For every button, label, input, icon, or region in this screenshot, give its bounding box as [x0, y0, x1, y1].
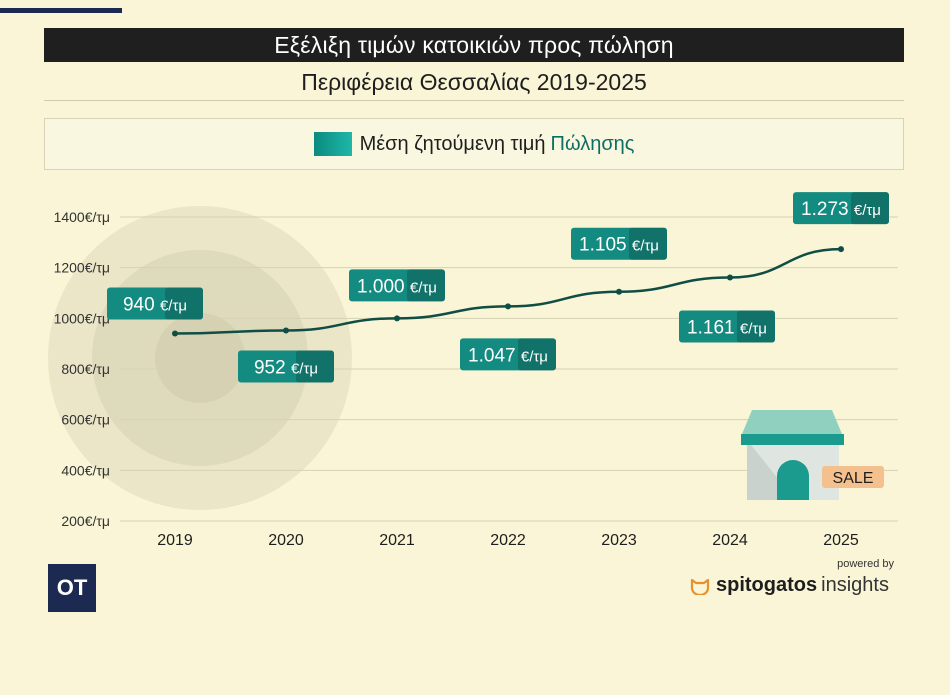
data-label-unit-shade: [407, 269, 445, 302]
house-roof: [742, 410, 842, 434]
data-label: 1.000 €/τμ: [349, 269, 445, 302]
data-point: [727, 274, 733, 281]
legend-label: Μέση ζητούμενη τιμή: [359, 132, 546, 155]
data-label-text: 1.161 €/τμ: [687, 318, 767, 339]
brand-bold: spitogatos: [716, 574, 818, 596]
y-tick-label: 200€/τμ: [61, 513, 110, 529]
chart-title: Εξέλιξη τιμών κατοικιών προς πώληση: [44, 28, 904, 62]
y-tick-label: 400€/τμ: [61, 462, 110, 478]
legend: Μέση ζητούμενη τιμή Πώλησης: [44, 118, 904, 170]
data-label-text: 1.047 €/τμ: [468, 345, 548, 366]
data-label-text: 1.273 €/τμ: [801, 199, 881, 220]
data-point: [838, 246, 844, 253]
x-tick-label: 2025: [823, 532, 859, 549]
decor-circle-inner: [155, 313, 245, 403]
data-point: [394, 315, 400, 322]
x-axis-ticks: 2019 2020 2021 2022 2023 2024 2025: [157, 532, 859, 549]
x-tick-label: 2022: [490, 532, 526, 549]
data-label: 940 €/τμ: [107, 287, 203, 320]
data-labels: 940 €/τμ 952 €/τμ 1.000 €/τμ 1.047 €/τμ 1.10…: [107, 192, 889, 383]
y-tick-label: 1200€/τμ: [54, 260, 110, 276]
y-tick-label: 600€/τμ: [61, 412, 110, 428]
x-tick-label: 2019: [157, 532, 193, 549]
data-label: 1.047 €/τμ: [460, 338, 556, 371]
sale-badge: [822, 466, 884, 488]
data-label: 1.161 €/τμ: [679, 310, 775, 343]
house-door: [777, 460, 809, 500]
y-tick-label: 1400€/τμ: [54, 209, 110, 225]
data-point: [505, 303, 511, 310]
x-tick-label: 2024: [712, 532, 748, 549]
data-label: 1.105 €/τμ: [571, 227, 667, 260]
data-label: 1.273 €/τμ: [793, 192, 889, 225]
top-accent-bar: [0, 8, 122, 13]
house-illustration: SALE: [741, 410, 884, 500]
sale-text: SALE: [833, 470, 874, 487]
chart-subtitle: Περιφέρεια Θεσσαλίας 2019-2025: [301, 69, 647, 95]
data-points: [172, 246, 844, 337]
brand-light: insights: [821, 574, 889, 596]
y-axis-ticks: 1400€/τμ 1200€/τμ 1000€/τμ 800€/τμ 600€/τμ 40…: [54, 209, 110, 529]
legend-accent: Πώλησης: [550, 132, 635, 155]
y-tick-label: 800€/τμ: [61, 361, 110, 377]
data-point: [616, 288, 622, 295]
data-point: [283, 327, 289, 334]
data-label: 952 €/τμ: [238, 350, 334, 383]
chart-title-text: Εξέλιξη τιμών κατοικιών προς πώληση: [274, 31, 674, 58]
data-label-unit-shade: [851, 192, 889, 225]
data-label-unit-shade: [629, 227, 667, 260]
legend-swatch: [313, 132, 352, 156]
data-label-text: 952 €/τμ: [254, 357, 318, 378]
data-label-text: 1.000 €/τμ: [357, 276, 437, 297]
data-label-text: 1.105 €/τμ: [579, 235, 659, 256]
divider: [44, 100, 904, 101]
ot-logo: OT: [48, 564, 96, 612]
x-tick-label: 2020: [268, 532, 304, 549]
house-awning-stripe: [741, 434, 844, 445]
line-chart: 1400€/τμ 1200€/τμ 1000€/τμ 800€/τμ 600€/τμ 40…: [48, 192, 898, 549]
brand-logo: spitogatos insights: [690, 574, 889, 597]
data-label-unit-shade: [518, 338, 556, 371]
data-label-unit-shade: [165, 287, 203, 320]
powered-by-text: powered by: [837, 558, 894, 570]
data-label-unit-shade: [737, 310, 775, 343]
x-tick-label: 2021: [379, 532, 415, 549]
x-tick-label: 2023: [601, 532, 637, 549]
y-tick-label: 1000€/τμ: [54, 310, 110, 326]
data-label-unit-shade: [296, 350, 334, 383]
cat-icon: [690, 578, 710, 595]
data-label-text: 940 €/τμ: [123, 295, 187, 316]
data-point: [172, 330, 178, 337]
